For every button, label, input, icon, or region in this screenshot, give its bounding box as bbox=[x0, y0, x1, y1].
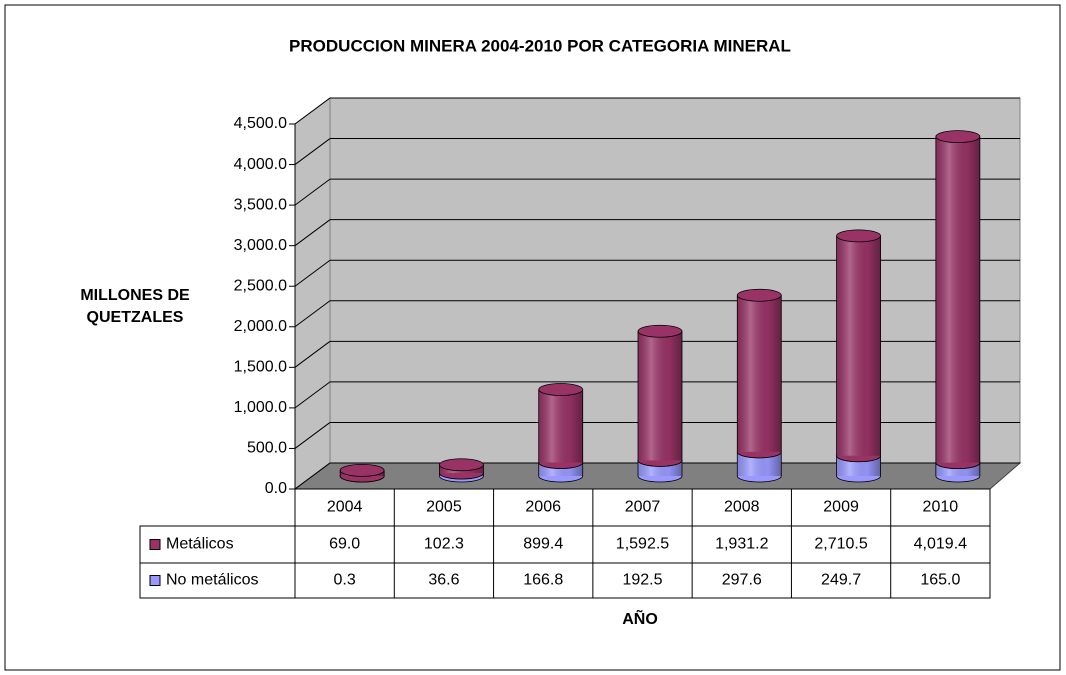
y-axis-label: QUETZALES bbox=[87, 309, 184, 326]
x-tick-label: 2007 bbox=[625, 499, 661, 516]
legend-swatch bbox=[149, 539, 161, 550]
grid-line bbox=[294, 462, 331, 490]
cylinder-top bbox=[538, 383, 584, 396]
legend-label: Metálicos bbox=[166, 536, 234, 553]
grid-line bbox=[294, 300, 331, 328]
cylinder-shade bbox=[638, 331, 682, 461]
y-tick-label: 500.0 bbox=[247, 440, 287, 457]
y-tick-label: 3,000.0 bbox=[234, 237, 287, 254]
grid-line bbox=[294, 422, 331, 449]
x-tick-label: 2009 bbox=[823, 499, 859, 516]
table-value: 102.3 bbox=[424, 536, 464, 553]
legend-swatch bbox=[149, 575, 161, 586]
table-value: 0.3 bbox=[334, 572, 356, 589]
cylinder-segment bbox=[935, 130, 981, 470]
table-value: 297.6 bbox=[722, 572, 762, 589]
cylinder-segment bbox=[637, 324, 683, 467]
cylinder-segment bbox=[339, 463, 385, 483]
table-value: 36.6 bbox=[428, 572, 459, 589]
x-tick-label: 2005 bbox=[426, 499, 462, 516]
table-value: 166.8 bbox=[523, 572, 563, 589]
table-value: 192.5 bbox=[622, 572, 662, 589]
legend-label: No metálicos bbox=[166, 572, 258, 589]
y-tick-label: 1,500.0 bbox=[234, 359, 287, 376]
cylinder-top bbox=[836, 229, 881, 243]
x-tick-label: 2006 bbox=[525, 499, 561, 516]
grid-line bbox=[294, 259, 331, 287]
grid-line bbox=[294, 219, 331, 247]
table-value: 69.0 bbox=[329, 536, 360, 553]
y-tick-label: 4,000.0 bbox=[234, 156, 287, 173]
cylinder-shade bbox=[538, 389, 583, 463]
table-value: 1,592.5 bbox=[616, 536, 669, 553]
cylinder-shade bbox=[836, 235, 881, 456]
side-wall bbox=[294, 97, 331, 490]
y-tick-label: 2,500.0 bbox=[234, 277, 287, 294]
y-tick-label: 0.0 bbox=[265, 480, 287, 497]
y-tick-label: 4,500.0 bbox=[234, 115, 287, 132]
cylinder-shade bbox=[935, 136, 980, 463]
cylinder-top bbox=[736, 288, 782, 302]
table-value: 4,019.4 bbox=[914, 536, 967, 553]
table-value: 249.7 bbox=[821, 572, 861, 589]
cylinder-shade bbox=[737, 295, 782, 452]
table-value: 1,931.2 bbox=[715, 536, 768, 553]
y-tick-label: 2,000.0 bbox=[234, 318, 287, 335]
grid-line bbox=[294, 138, 331, 165]
table-value: 165.0 bbox=[920, 572, 960, 589]
table-value: 2,710.5 bbox=[814, 536, 867, 553]
grid-line bbox=[294, 178, 331, 206]
x-axis-label: AÑO bbox=[622, 608, 658, 628]
grid-line bbox=[294, 97, 331, 125]
cylinder-top bbox=[637, 324, 683, 338]
cylinder-top bbox=[935, 130, 981, 143]
chart-title: PRODUCCION MINERA 2004-2010 POR CATEGORI… bbox=[289, 36, 791, 55]
cylinder-segment bbox=[538, 383, 584, 469]
x-tick-label: 2004 bbox=[327, 499, 363, 516]
cylinder-top bbox=[339, 463, 385, 477]
x-tick-label: 2010 bbox=[923, 499, 959, 516]
y-axis-label: MILLONES DE bbox=[80, 287, 190, 304]
cylinder-segment bbox=[836, 229, 881, 463]
y-tick-label: 1,000.0 bbox=[234, 399, 287, 416]
table-value: 899.4 bbox=[523, 536, 563, 553]
x-tick-label: 2008 bbox=[724, 499, 760, 516]
cylinder-segment bbox=[439, 458, 484, 480]
grid-line bbox=[294, 340, 331, 368]
cylinder-segment bbox=[736, 288, 782, 459]
y-tick-label: 3,500.0 bbox=[234, 196, 287, 213]
cylinder-top bbox=[439, 458, 484, 472]
grid-line bbox=[294, 381, 331, 409]
